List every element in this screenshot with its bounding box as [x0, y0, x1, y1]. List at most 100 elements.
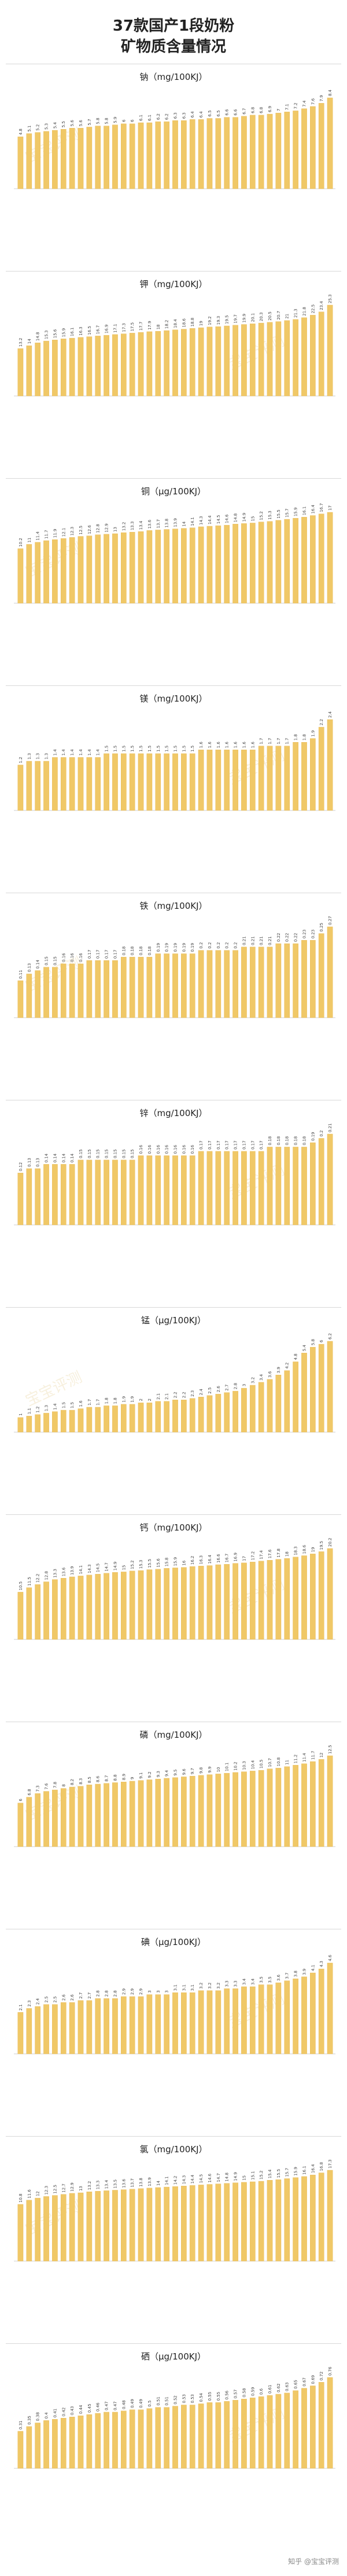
chart-panel: 铁（mg/100KJ）宝宝评测0.110.130.140.150.150.160… [6, 893, 341, 1096]
bar [189, 1775, 195, 1847]
data-label: 13.6 [121, 2178, 126, 2188]
bar [17, 2012, 24, 2054]
data-label: 3.8 [294, 1970, 298, 1977]
bar [77, 757, 84, 811]
bar [164, 1568, 169, 1640]
data-label: 17.8 [276, 1548, 281, 1558]
bar [189, 2185, 195, 2262]
bar [301, 1555, 307, 1640]
data-label: 0.27 [328, 916, 333, 925]
bar [138, 531, 144, 604]
data-label: 13.2 [19, 337, 23, 347]
bar [232, 1151, 238, 1225]
bar [310, 1346, 316, 1433]
data-label: 15.8 [165, 1558, 169, 1567]
data-label: 1.3 [36, 753, 40, 759]
bar [215, 1990, 222, 2054]
data-label: 1.6 [79, 1400, 83, 1407]
data-label: 6.5 [216, 110, 221, 116]
bar [120, 1782, 127, 1847]
data-label: 0.19 [174, 943, 178, 952]
bar [60, 1164, 67, 1225]
data-label: 2.7 [79, 1992, 83, 1999]
bar [249, 2397, 256, 2469]
data-label: 15.7 [285, 508, 290, 518]
bar [284, 2392, 290, 2469]
bar [120, 957, 127, 1018]
data-label: 17.3 [328, 2159, 333, 2168]
bar [69, 2416, 75, 2469]
data-label: 5.6 [79, 120, 83, 127]
data-label: 2.9 [130, 1988, 135, 1995]
bar [267, 1560, 273, 1640]
bar [17, 2204, 24, 2262]
data-label: 0.2 [208, 942, 212, 949]
bar [138, 957, 144, 1018]
data-label: 14 [182, 521, 186, 526]
data-label: 0.22 [276, 933, 281, 942]
bar [60, 2418, 67, 2469]
data-label: 2.9 [121, 1988, 126, 1995]
data-label: 14.3 [182, 2175, 186, 2185]
data-label: 0.19 [311, 1132, 315, 1141]
bar [52, 339, 58, 397]
bar [146, 1569, 153, 1640]
bar [267, 746, 273, 811]
data-label: 14.6 [208, 2173, 212, 2182]
data-label: 12 [319, 1752, 324, 1757]
data-label: 9.6 [182, 1768, 186, 1775]
data-label: 1.4 [70, 749, 75, 756]
bar [17, 1417, 24, 1433]
data-label: 19.2 [208, 316, 212, 325]
bar [95, 2413, 101, 2469]
bar [267, 322, 273, 397]
bar [241, 116, 247, 189]
data-label: 0.14 [70, 1153, 75, 1162]
bar [293, 518, 298, 604]
bar [43, 540, 49, 604]
data-label: 0.22 [285, 933, 290, 942]
data-label: 0.17 [250, 1140, 255, 1150]
bar [206, 326, 213, 397]
data-label: 1.5 [105, 746, 109, 752]
bar [17, 980, 24, 1018]
data-label: 16.2 [190, 1555, 195, 1565]
bar [224, 117, 230, 189]
bar [26, 345, 32, 397]
data-label: 2.6 [216, 1385, 221, 1392]
bar [301, 1976, 307, 2054]
bar [95, 1407, 101, 1433]
bar [155, 2187, 161, 2262]
bar [206, 2402, 213, 2469]
data-label: 14.1 [79, 1565, 83, 1575]
bar [189, 1566, 195, 1640]
data-label: 0.15 [96, 1149, 101, 1158]
data-label: 3.3 [234, 1980, 238, 1987]
data-label: 6.4 [190, 111, 195, 118]
bar [293, 2390, 298, 2469]
bar [318, 2173, 324, 2262]
data-label: 0.2 [216, 942, 221, 949]
data-label: 20.7 [276, 311, 281, 320]
bar [104, 960, 109, 1018]
bar [155, 2407, 161, 2469]
bar [95, 336, 101, 397]
bar [17, 1592, 24, 1640]
bar [60, 538, 67, 604]
bar [172, 1568, 178, 1640]
bar [258, 2181, 264, 2262]
data-label: 14.1 [190, 517, 195, 526]
bar [206, 118, 213, 189]
bar [293, 1147, 298, 1225]
bar [155, 753, 161, 811]
chart-title: 铁（mg/100KJ） [139, 901, 208, 911]
bar [60, 1410, 67, 1433]
data-label: 16.7 [225, 1554, 230, 1563]
data-label: 1.6 [225, 742, 230, 748]
data-label: 14.7 [216, 2173, 221, 2182]
chart-panel: 锰（μg/100KJ） 宝宝评测 1 1.1 1.2 1.3 1.4 1.5 1.5 1.6 1.7… [6, 1307, 341, 1510]
bar [232, 325, 238, 397]
bar [77, 2192, 84, 2262]
bar [95, 2191, 101, 2262]
bar [86, 757, 93, 811]
